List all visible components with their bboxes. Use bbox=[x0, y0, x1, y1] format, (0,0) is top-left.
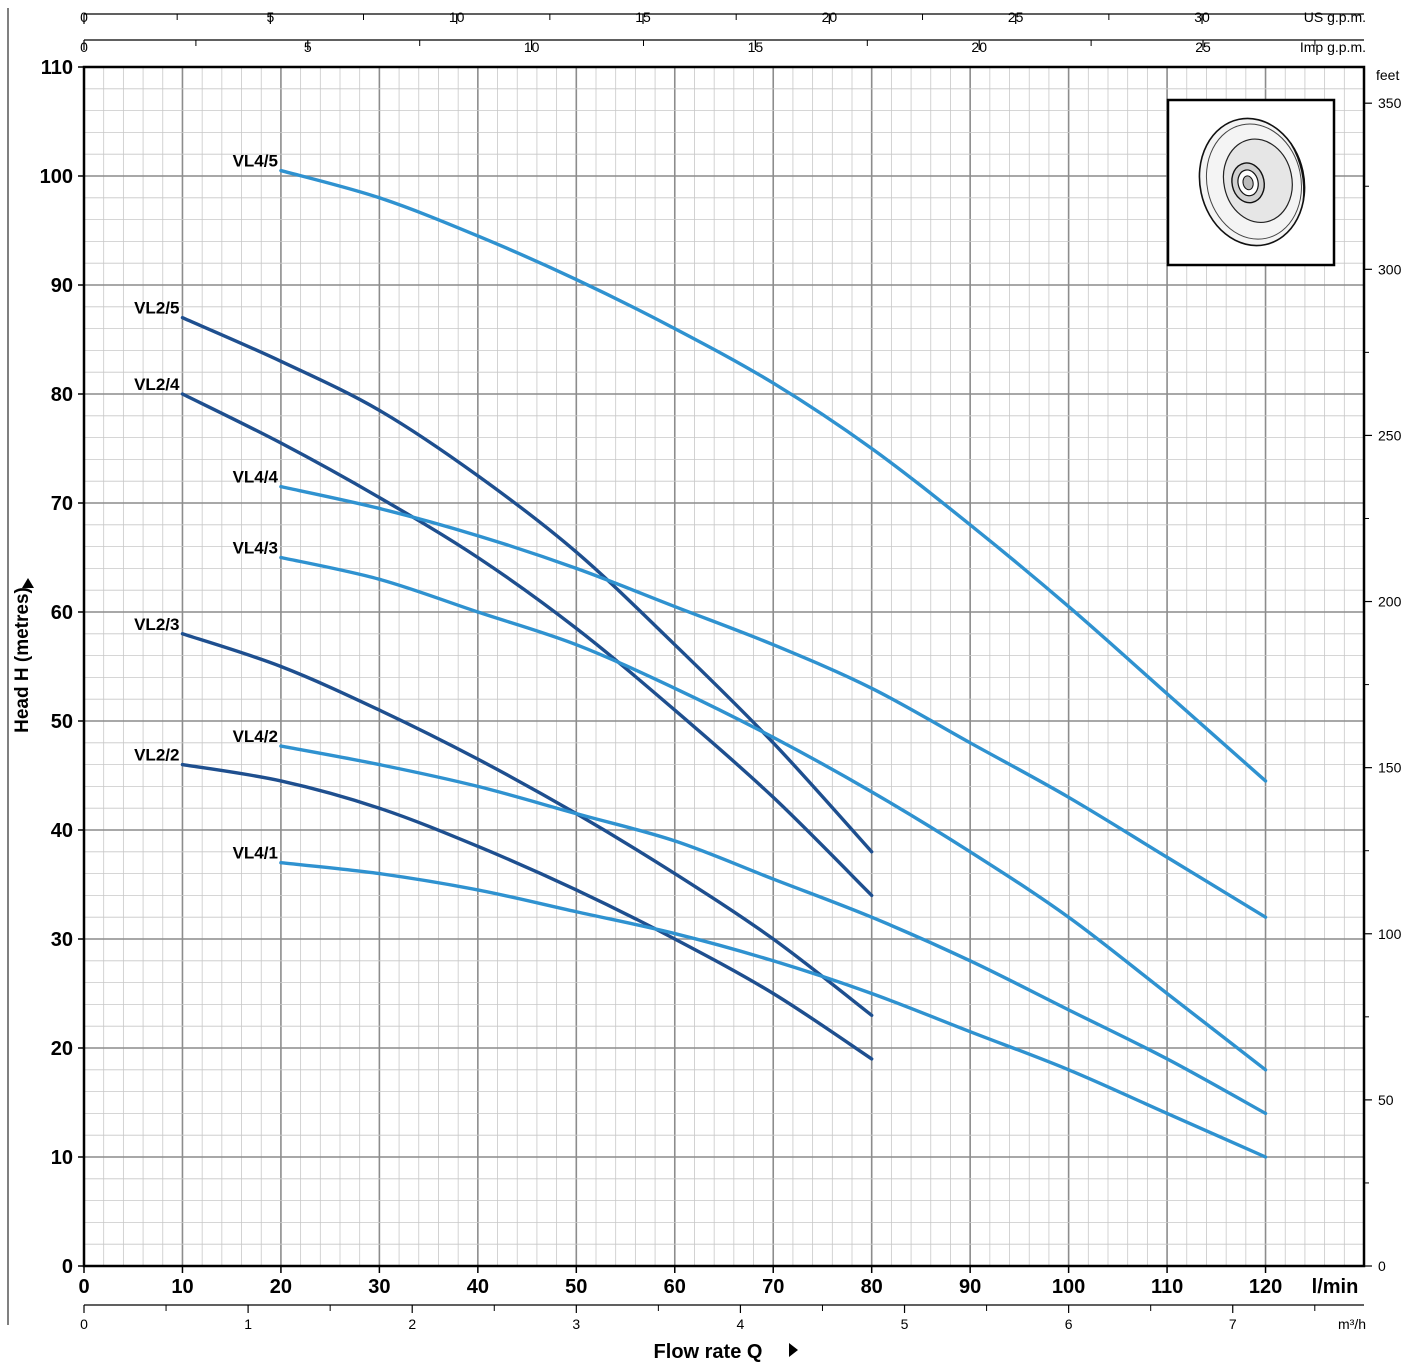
imp-gpm-tick-label: 5 bbox=[304, 39, 312, 55]
y-axis-title: Head H (metres) bbox=[12, 587, 33, 733]
x-tick-label: 50 bbox=[565, 1276, 587, 1298]
series-label-vl4-3: VL4/3 bbox=[233, 539, 278, 558]
us-gpm-tick-label: 10 bbox=[449, 9, 465, 25]
x-tick-label: 80 bbox=[861, 1276, 883, 1298]
series-line-vl4-4 bbox=[279, 484, 1268, 919]
feet-tick-label: 100 bbox=[1378, 926, 1402, 942]
m3h-tick-label: 6 bbox=[1065, 1316, 1073, 1332]
imp-gpm-unit-label: Imp g.p.m. bbox=[1300, 39, 1366, 55]
x-tick-label: 30 bbox=[368, 1276, 390, 1298]
y-tick-label: 60 bbox=[51, 602, 73, 624]
series-label-vl2-5: VL2/5 bbox=[134, 299, 179, 318]
m3h-tick-label: 5 bbox=[901, 1316, 909, 1332]
feet-tick-label: 250 bbox=[1378, 427, 1402, 443]
axes: 0 10 20 30 40 50 60 70 80 90 100 110 120 l/min0102030… bbox=[7, 8, 1402, 1363]
y-tick-label: 0 bbox=[62, 1256, 73, 1278]
m3h-unit-label: m³/h bbox=[1338, 1316, 1366, 1332]
m3h-tick-label: 7 bbox=[1229, 1316, 1237, 1332]
x-tick-label: 0 bbox=[78, 1276, 89, 1298]
us-gpm-unit-label: US g.p.m. bbox=[1304, 9, 1366, 25]
y-tick-label: 90 bbox=[51, 275, 73, 297]
x-tick-label: 120 bbox=[1249, 1276, 1282, 1298]
us-gpm-tick-label: 5 bbox=[266, 9, 274, 25]
x-tick-label: 40 bbox=[467, 1276, 489, 1298]
feet-tick-label: 50 bbox=[1378, 1092, 1394, 1108]
us-gpm-tick-label: 30 bbox=[1194, 9, 1210, 25]
series-label-vl4-1: VL4/1 bbox=[233, 844, 278, 863]
x-tick-label: 10 bbox=[171, 1276, 193, 1298]
m3h-tick-label: 2 bbox=[408, 1316, 416, 1332]
imp-gpm-tick-label: 15 bbox=[748, 39, 764, 55]
x-tick-label: 110 bbox=[1151, 1276, 1183, 1298]
series-label-vl2-2: VL2/2 bbox=[134, 746, 179, 765]
feet-tick-label: 150 bbox=[1378, 760, 1402, 776]
y-tick-label: 80 bbox=[51, 384, 73, 406]
y-tick-label: 100 bbox=[40, 166, 73, 188]
y-tick-label: 30 bbox=[51, 929, 73, 951]
us-gpm-tick-label: 0 bbox=[80, 9, 88, 25]
series-line-vl2-2 bbox=[180, 762, 874, 1061]
impeller-inset bbox=[1166, 98, 1336, 267]
x-tick-label: 20 bbox=[270, 1276, 292, 1298]
m3h-tick-label: 0 bbox=[80, 1316, 88, 1332]
series-line-vl4-2 bbox=[279, 744, 1268, 1116]
series-group: VL4/5 VL2/5 VL2/4 VL4/4 VL4/3 VL2/3 VL4/2 VL2/2… bbox=[134, 152, 1268, 1159]
x-tick-label: 100 bbox=[1052, 1276, 1085, 1298]
feet-tick-label: 0 bbox=[1378, 1258, 1386, 1274]
y-tick-label: 40 bbox=[51, 820, 73, 842]
feet-tick-label: 200 bbox=[1378, 594, 1402, 610]
series-label-vl2-3: VL2/3 bbox=[134, 615, 179, 634]
y-tick-label: 20 bbox=[51, 1038, 73, 1060]
x-tick-label: 90 bbox=[959, 1276, 981, 1298]
feet-tick-label: 300 bbox=[1378, 261, 1402, 277]
m3h-tick-label: 4 bbox=[737, 1316, 745, 1332]
series-line-vl2-4 bbox=[180, 392, 874, 898]
series-label-vl4-2: VL4/2 bbox=[233, 727, 278, 746]
imp-gpm-tick-label: 10 bbox=[524, 39, 540, 55]
series-line-vl4-1 bbox=[279, 861, 1268, 1159]
us-gpm-tick-label: 20 bbox=[822, 9, 838, 25]
us-gpm-tick-label: 15 bbox=[635, 9, 651, 25]
series-line-vl4-3 bbox=[279, 555, 1268, 1072]
series-label-vl4-5: VL4/5 bbox=[233, 152, 278, 171]
impeller-icon bbox=[1198, 117, 1306, 247]
y-tick-label: 10 bbox=[51, 1147, 73, 1169]
series-label-vl2-4: VL2/4 bbox=[134, 375, 180, 394]
m3h-tick-label: 3 bbox=[572, 1316, 580, 1332]
feet-tick-label: 350 bbox=[1378, 95, 1402, 111]
us-gpm-tick-label: 25 bbox=[1008, 9, 1024, 25]
series-line-vl4-5 bbox=[279, 168, 1268, 783]
x-axis-title: Flow rate Q bbox=[654, 1341, 763, 1363]
series-line-vl2-3 bbox=[180, 632, 874, 1017]
feet-unit-label: feet bbox=[1376, 67, 1399, 83]
x-tick-label: 60 bbox=[664, 1276, 686, 1298]
series-line-vl2-5 bbox=[180, 316, 874, 854]
x-unit-label: l/min bbox=[1312, 1276, 1359, 1298]
imp-gpm-tick-label: 0 bbox=[80, 39, 88, 55]
imp-gpm-tick-label: 25 bbox=[1195, 39, 1211, 55]
x-axis-arrow-icon bbox=[789, 1343, 798, 1357]
series-label-vl4-4: VL4/4 bbox=[233, 468, 279, 487]
m3h-tick-label: 1 bbox=[244, 1316, 252, 1332]
y-tick-label: 110 bbox=[41, 57, 73, 79]
imp-gpm-tick-label: 20 bbox=[971, 39, 987, 55]
plot-frame bbox=[82, 65, 1366, 1268]
y-tick-label: 50 bbox=[51, 711, 73, 733]
y-tick-label: 70 bbox=[51, 493, 73, 515]
x-tick-label: 70 bbox=[762, 1276, 784, 1298]
y-axis-arrow-icon bbox=[22, 578, 34, 588]
